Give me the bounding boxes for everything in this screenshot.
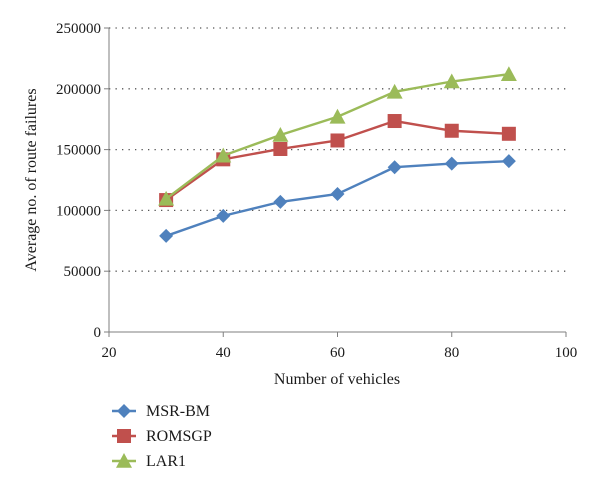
y-tick-label: 50000 [64,264,102,280]
axes [104,27,567,337]
series-lar1 [158,66,517,206]
x-tick-label: 40 [216,345,231,361]
data-point-romsgp [330,133,345,148]
legend-label: MSR-BM [146,403,210,420]
data-point-lar1 [500,66,517,82]
x-axis-title: Number of vehicles [274,371,400,388]
x-tick-label: 80 [444,345,459,361]
data-point-msr-bm [159,228,174,243]
legend-marker [116,453,132,468]
series-msr-bm [159,154,516,243]
x-tick-label: 20 [102,345,117,361]
grid-lines [109,27,566,272]
legend-item-msr-bm: MSR-BM [112,403,210,420]
legend: MSR-BM ROMSGP LAR1 [112,403,212,470]
data-point-romsgp [501,126,516,141]
data-point-msr-bm [501,154,516,169]
data-point-romsgp [387,114,402,129]
data-point-msr-bm [444,156,459,171]
y-tick-label: 100000 [56,203,101,219]
data-point-lar1 [272,127,289,142]
data-point-romsgp [273,141,288,156]
series-layer [158,66,517,243]
legend-item-romsgp: ROMSGP [112,428,212,445]
y-tick-label: 200000 [56,82,101,98]
data-point-msr-bm [330,186,345,201]
y-tick-label: 250000 [56,21,101,37]
legend-marker [117,404,131,418]
data-point-lar1 [443,73,460,89]
data-point-romsgp [444,123,459,138]
tick-labels: 0 50000 100000 150000 200000 250000 20 40 60 80 10… [56,21,577,361]
legend-label: LAR1 [146,453,186,470]
legend-label: ROMSGP [146,428,212,445]
data-point-lar1 [329,108,346,124]
legend-marker [117,429,131,443]
data-point-msr-bm [273,194,288,209]
x-tick-label: 100 [555,345,578,361]
data-point-msr-bm [216,208,231,223]
y-tick-label: 150000 [56,143,101,159]
data-point-lar1 [215,147,232,163]
y-axis-title: Average no. of route failures [23,88,40,271]
y-tick-label: 0 [94,325,102,341]
data-point-lar1 [158,190,175,206]
data-point-lar1 [386,83,403,99]
x-tick-label: 60 [330,345,345,361]
legend-item-lar1: LAR1 [112,453,186,470]
data-point-msr-bm [387,160,402,175]
